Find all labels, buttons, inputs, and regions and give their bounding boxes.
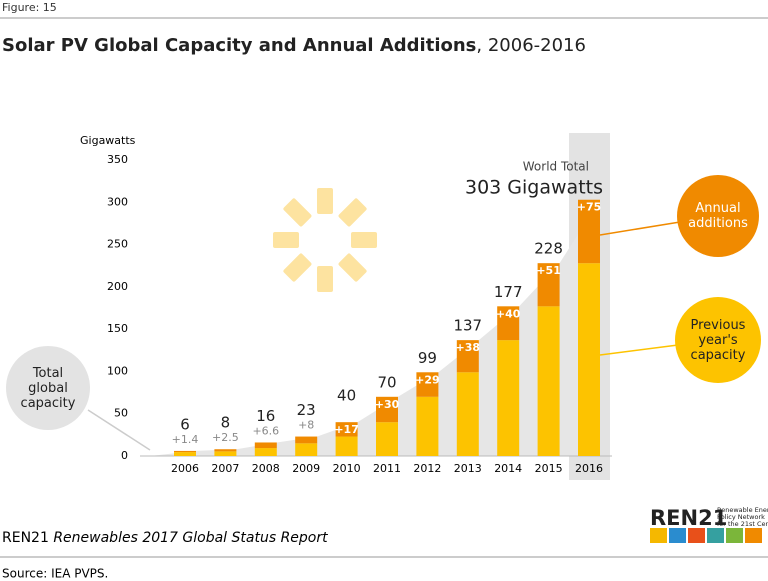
y-tick-label: 100 <box>107 364 128 377</box>
legend-entry: Previous year's capacity <box>690 317 746 363</box>
bar-segment <box>376 396 398 423</box>
callout-line <box>87 409 151 451</box>
callout-additions: Annual additions <box>677 175 759 257</box>
total-label: 177 <box>494 283 523 301</box>
value-label: +6.6 <box>252 424 279 437</box>
y-tick-label: 50 <box>114 407 128 420</box>
report-name: Renewables 2017 Global Status Report <box>53 530 328 546</box>
logo-line: for the 21st Century <box>717 520 768 528</box>
total-label: 99 <box>418 349 437 367</box>
y-tick-label: 350 <box>107 153 128 166</box>
y-tick-label: 150 <box>107 322 128 335</box>
total-label: 40 <box>337 387 356 405</box>
x-tick-label: 2016 <box>575 462 603 475</box>
bar-segment <box>456 340 479 373</box>
bar-segment <box>456 372 479 456</box>
bar-segment <box>335 422 358 437</box>
bar-segment <box>335 436 358 456</box>
x-tick-label: 2009 <box>292 462 320 475</box>
bar-segment <box>416 372 439 397</box>
callout-previous: Previous year's capacity <box>675 297 761 383</box>
legend-entry: Total global capacity <box>20 365 76 411</box>
total-label: 8 <box>221 414 231 432</box>
x-tick-label: 2011 <box>373 462 401 475</box>
value-label: +17 <box>334 423 359 436</box>
total-label: 23 <box>297 401 316 419</box>
bar-segment <box>537 306 560 456</box>
x-tick-label: 2013 <box>454 462 482 475</box>
y-tick-label: 300 <box>107 195 128 208</box>
chart-title: Solar PV Global Capacity and Annual Addi… <box>2 35 586 56</box>
y-tick-label: 0 <box>121 449 128 462</box>
value-label: +51 <box>536 264 561 277</box>
footer-org: REN21 <box>2 530 49 546</box>
y-tick-label: 200 <box>107 280 128 293</box>
bar-segment <box>214 449 237 452</box>
bar-segment <box>497 306 520 341</box>
logo-text: Renewable Energy Policy Network for the … <box>717 506 768 528</box>
bar-segment <box>174 450 196 453</box>
value-label: +30 <box>375 398 400 411</box>
value-label: +1.4 <box>172 433 199 446</box>
total-label: 137 <box>453 317 482 335</box>
bar-segment <box>214 451 237 456</box>
x-tick-label: 2014 <box>494 462 522 475</box>
value-label: +29 <box>415 373 440 386</box>
bar-segment <box>578 263 600 456</box>
x-tick-label: 2012 <box>413 462 441 475</box>
legend-entry: Annual additions <box>688 201 748 231</box>
x-tick-label: 2015 <box>535 462 563 475</box>
figure-label: Figure: 15 <box>2 1 57 14</box>
total-label: 228 <box>534 240 563 258</box>
title: Solar PV Global Capacity and Annual Addi… <box>2 35 476 56</box>
total-label: 6 <box>180 415 190 433</box>
bar-segment <box>376 422 398 456</box>
x-tick-label: 2006 <box>171 462 199 475</box>
x-tick-label: 2010 <box>333 462 361 475</box>
value-label: +75 <box>577 201 602 214</box>
y-tick-label: 250 <box>107 238 128 251</box>
annotation-label: World Total <box>523 160 589 174</box>
bar-segment <box>254 448 277 456</box>
logo: REN21 <box>650 506 727 530</box>
bar-segment <box>295 443 318 456</box>
bar-segment <box>578 199 600 264</box>
source: Source: IEA PVPS. <box>2 567 108 581</box>
callout-line <box>599 221 681 236</box>
callout-line <box>599 344 679 356</box>
callout-total: Total global capacity <box>6 346 90 430</box>
bar-segment <box>537 263 560 307</box>
footer-report: REN21 Renewables 2017 Global Status Repo… <box>2 530 328 546</box>
total-area <box>150 199 600 456</box>
value-label: +2.5 <box>212 431 239 444</box>
logo-icons <box>650 528 762 543</box>
annotation-text: 303 Gigawatts <box>465 177 603 199</box>
value-label: +38 <box>456 341 481 354</box>
value-label: +40 <box>496 307 521 320</box>
value-label: +8 <box>298 419 314 432</box>
x-tick-label: 2008 <box>252 462 280 475</box>
bar-segment <box>416 396 439 456</box>
bar-segment <box>174 452 196 456</box>
bar-segment <box>254 442 277 449</box>
subtitle: , 2006-2016 <box>476 35 586 56</box>
y-axis-label: Gigawatts <box>80 134 136 147</box>
total-label: 70 <box>377 373 396 391</box>
sun-icon <box>273 188 377 292</box>
total-label: 16 <box>256 407 275 425</box>
logo-line: Renewable Energy <box>717 506 768 514</box>
bar-segment <box>295 436 318 444</box>
x-tick-label: 2007 <box>211 462 239 475</box>
bar-segment <box>497 340 520 456</box>
logo-line: Policy Network <box>717 513 765 521</box>
